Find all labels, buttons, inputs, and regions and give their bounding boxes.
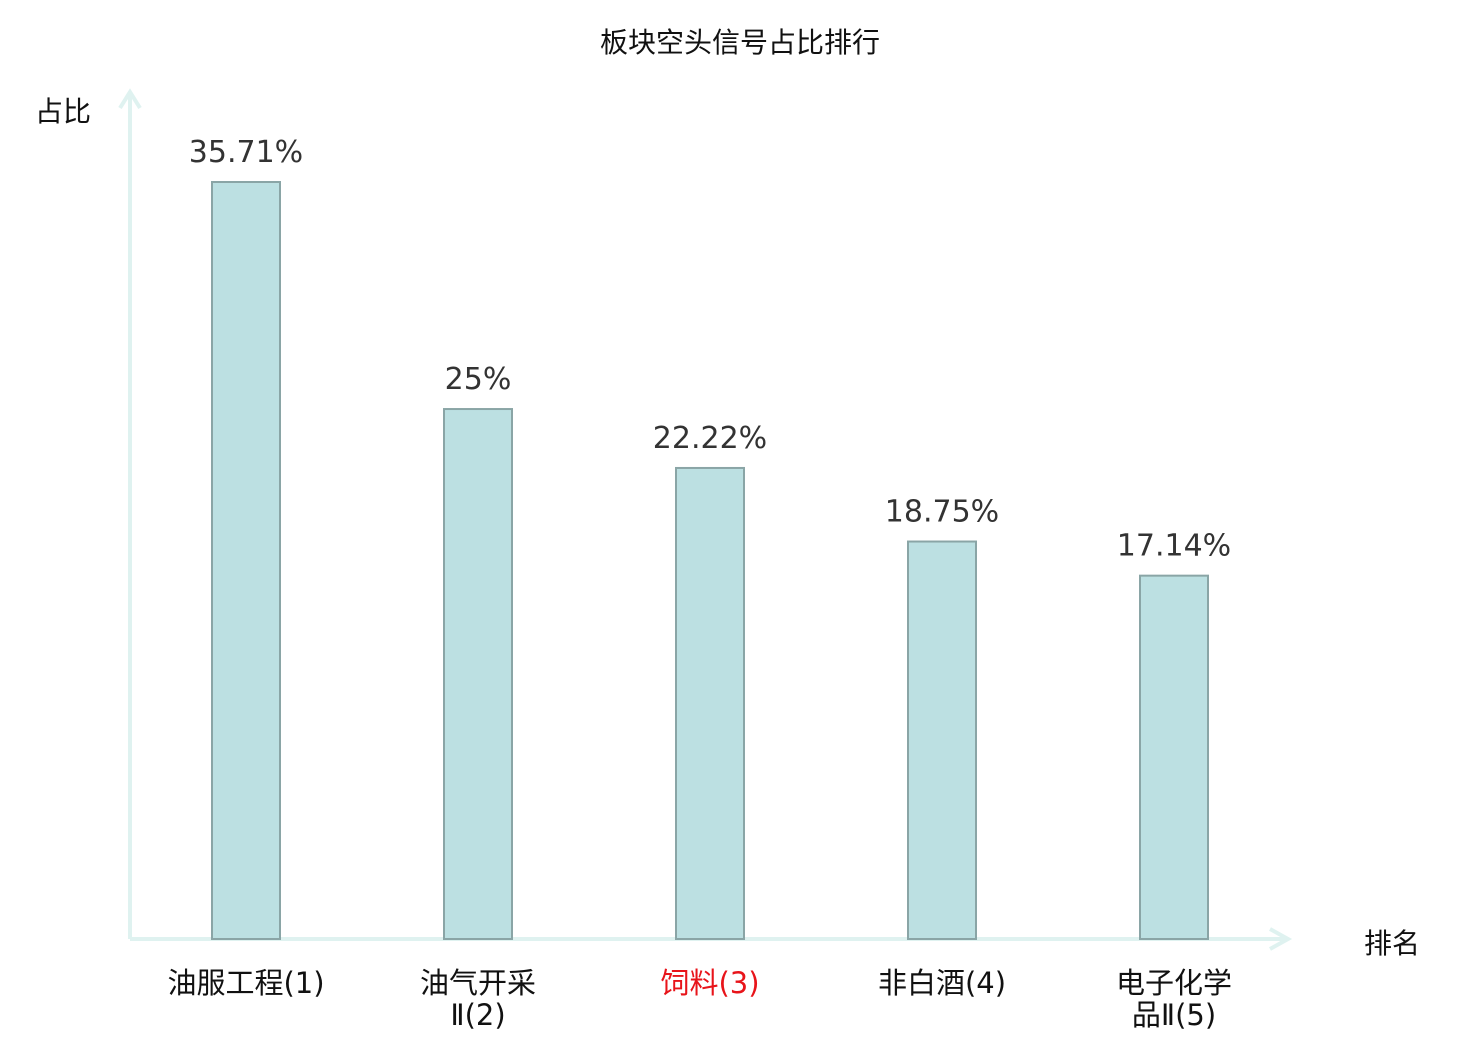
bar <box>443 408 513 941</box>
data-label: 17.14% <box>1117 529 1231 564</box>
data-label: 25% <box>445 362 512 397</box>
y-axis-arrow-icon <box>118 88 142 110</box>
x-tick-label: 电子化学 <box>1116 966 1232 1000</box>
x-axis-arrow-icon <box>1269 927 1293 951</box>
chart-title: 板块空头信号占比排行 <box>600 26 880 59</box>
bar <box>907 540 977 940</box>
x-tick-label: 饲料(3) <box>660 966 759 1000</box>
bar <box>1139 574 1209 941</box>
x-tick-label: 品Ⅱ(5) <box>1132 998 1216 1032</box>
x-tick-label: 非白酒(4) <box>878 966 1006 1000</box>
x-axis-label: 排名 <box>1364 927 1420 960</box>
data-label: 18.75% <box>885 495 999 530</box>
x-tick-label: 油服工程(1) <box>167 966 324 1000</box>
data-label: 22.22% <box>653 421 767 456</box>
x-tick-label: 油气开采 <box>420 966 536 1000</box>
bar <box>675 466 745 940</box>
data-label: 35.71% <box>189 135 303 170</box>
y-axis-label: 占比 <box>35 95 91 128</box>
bar <box>211 181 281 940</box>
x-tick-label: Ⅱ(2) <box>450 998 505 1032</box>
